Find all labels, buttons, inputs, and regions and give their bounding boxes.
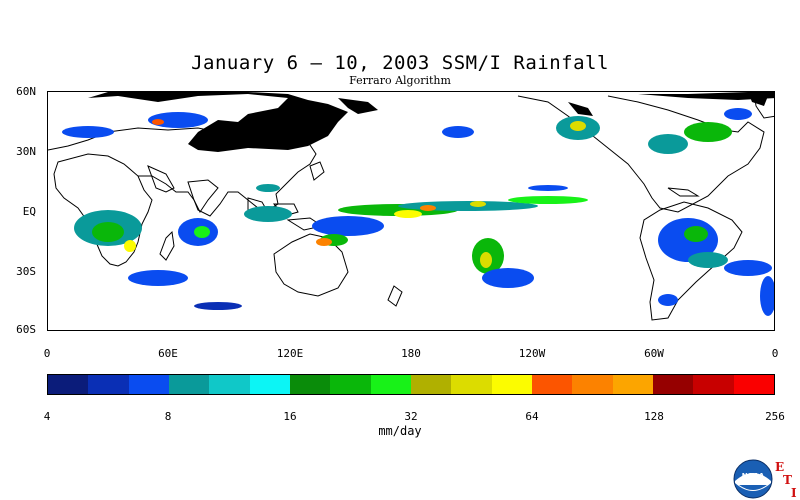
colorbar-tick-4: 4 — [43, 410, 51, 423]
colorbar-swatch — [531, 375, 573, 394]
missing-data-regions — [88, 92, 774, 152]
colorbar-swatch — [491, 375, 532, 394]
map-title: January 6 – 10, 2003 SSM/I Rainfall — [191, 52, 609, 74]
lon-label-0: 0 — [43, 347, 51, 360]
colorbar-tick-32: 32 — [404, 410, 418, 423]
colorbar-swatch — [652, 375, 694, 394]
colorbar-tick-256: 256 — [765, 410, 785, 423]
lon-label-180: 180 — [401, 347, 421, 360]
lat-label-60s: 60S — [16, 323, 36, 336]
lon-label-120w: 120W — [518, 347, 546, 360]
colorbar-swatch — [612, 375, 653, 394]
eti-letter-e: E — [775, 460, 785, 474]
rainfall-cells — [62, 108, 774, 316]
colorbar-swatch — [451, 375, 492, 394]
noaa-logo-icon: NOAA — [733, 459, 773, 499]
eti-letter-i: I — [791, 486, 797, 500]
colorbar — [47, 374, 775, 395]
colorbar-tick-64: 64 — [525, 410, 539, 423]
colorbar-swatch — [693, 375, 734, 394]
svg-text:NOAA: NOAA — [742, 472, 765, 480]
colorbar-swatch — [249, 375, 290, 394]
colorbar-swatch — [410, 375, 452, 394]
colorbar-tick-8: 8 — [164, 410, 172, 423]
colorbar-swatch — [733, 375, 774, 394]
lon-label-60e: 60E — [158, 347, 178, 360]
eti-letter-t: T — [783, 473, 792, 487]
lat-label-eq: EQ — [22, 205, 36, 218]
colorbar-swatch — [168, 375, 210, 394]
colorbar-swatch — [128, 375, 169, 394]
lon-label-120e: 120E — [276, 347, 304, 360]
colorbar-tick-16: 16 — [283, 410, 297, 423]
colorbar-swatch — [289, 375, 331, 394]
map-svg — [48, 92, 774, 321]
lon-label-60w: 60W — [644, 347, 664, 360]
lat-label-30n: 30N — [16, 145, 36, 158]
colorbar-units: mm/day — [378, 424, 422, 438]
colorbar-swatch — [330, 375, 371, 394]
colorbar-swatch — [370, 375, 411, 394]
lat-label-60n: 60N — [16, 85, 36, 98]
colorbar-swatch — [572, 375, 613, 394]
map-subtitle: Ferraro Algorithm — [349, 74, 451, 87]
colorbar-swatch — [209, 375, 250, 394]
colorbar-tick-128: 128 — [644, 410, 664, 423]
colorbar-swatch — [88, 375, 129, 394]
lon-label-0-end: 0 — [771, 347, 779, 360]
colorbar-swatch — [48, 375, 89, 394]
rainfall-map — [47, 91, 775, 331]
lat-label-30s: 30S — [16, 265, 36, 278]
